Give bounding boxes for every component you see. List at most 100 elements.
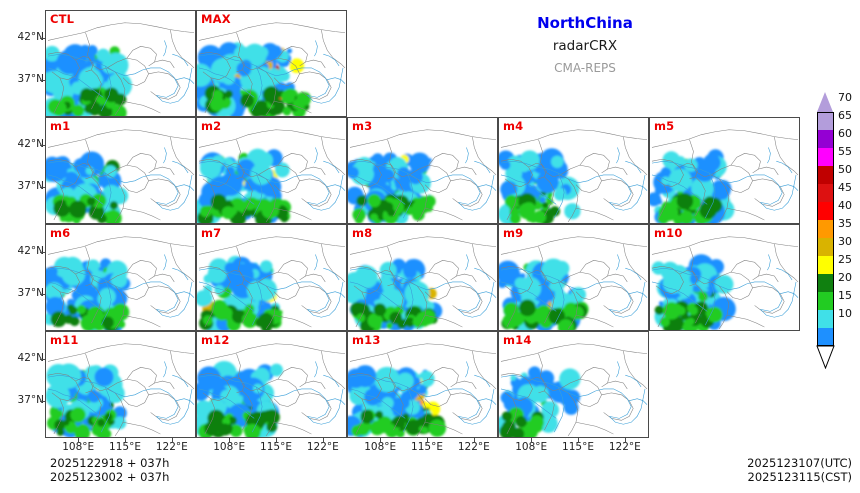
panel-label-m2: m2: [201, 119, 222, 133]
map-panel-m8[interactable]: m8: [347, 224, 498, 331]
colorbar-tick-25: 25: [838, 253, 852, 266]
map-canvas-m9: [499, 236, 648, 330]
y-tick-mark: [40, 359, 45, 360]
map-panel-m5[interactable]: m5: [649, 117, 800, 224]
map-canvas-m13: [348, 343, 497, 437]
colorbar-segment-60: [817, 148, 834, 166]
map-panel-m12[interactable]: m12: [196, 331, 347, 438]
panel-label-m11: m11: [50, 333, 79, 347]
y-tick-label: 42°N: [17, 352, 44, 364]
x-tick-label: 115°E: [260, 441, 292, 453]
map-canvas-m11: [46, 343, 195, 437]
y-tick-label: 42°N: [17, 138, 44, 150]
map-canvas-m6: [46, 236, 195, 330]
y-tick-label: 37°N: [17, 394, 44, 406]
map-panel-m2[interactable]: m2: [196, 117, 347, 224]
x-tick-label: 108°E: [364, 441, 397, 453]
colorbar-segment-25: [817, 274, 834, 292]
colorbar-tick-70: 70: [838, 91, 852, 104]
map-canvas-m4: [499, 129, 648, 223]
panel-label-m8: m8: [352, 226, 373, 240]
x-tick-mark: [624, 438, 626, 443]
panel-label-m9: m9: [503, 226, 524, 240]
colorbar-segment-10: [817, 328, 834, 346]
x-tick-mark: [276, 438, 278, 443]
colorbar-over-arrow: [817, 92, 833, 112]
panel-label-m12: m12: [201, 333, 230, 347]
y-tick-label: 37°N: [17, 180, 44, 192]
panel-label-m13: m13: [352, 333, 381, 347]
colorbar-tick-15: 15: [838, 289, 852, 302]
map-panel-m10[interactable]: m10: [649, 224, 800, 331]
x-tick-label: 122°E: [608, 441, 641, 453]
x-tick-label: 115°E: [411, 441, 443, 453]
header-block: NorthChina radarCRX CMA-REPS: [470, 12, 700, 80]
y-tick-mark: [40, 187, 45, 188]
colorbar-segment-70: [817, 112, 834, 130]
panel-label-m10: m10: [654, 226, 683, 240]
map-panel-m3[interactable]: m3: [347, 117, 498, 224]
map-canvas-m1: [46, 129, 195, 223]
map-panel-m13[interactable]: m13: [347, 331, 498, 438]
x-tick-mark: [322, 438, 324, 443]
map-panel-m7[interactable]: m7: [196, 224, 347, 331]
colorbar-tick-30: 30: [838, 235, 852, 248]
colorbar-segment-40: [817, 220, 834, 238]
panel-label-m6: m6: [50, 226, 71, 240]
colorbar-segment-30: [817, 256, 834, 274]
x-tick-label: 122°E: [306, 441, 339, 453]
colorbar[interactable]: [817, 112, 834, 346]
colorbar-tick-40: 40: [838, 199, 852, 212]
panel-label-m14: m14: [503, 333, 532, 347]
colorbar-segment-65: [817, 130, 834, 148]
map-canvas-ctl: [46, 22, 195, 116]
map-panel-ctl[interactable]: CTL: [45, 10, 196, 117]
model-label: CMA-REPS: [554, 61, 616, 76]
y-tick-label: 42°N: [17, 31, 44, 43]
map-panel-max[interactable]: MAX: [196, 10, 347, 117]
colorbar-segment-20: [817, 292, 834, 310]
colorbar-segment-55: [817, 166, 834, 184]
x-tick-label: 122°E: [457, 441, 490, 453]
colorbar-segment-50: [817, 184, 834, 202]
map-panel-m14[interactable]: m14: [498, 331, 649, 438]
x-tick-mark: [78, 438, 80, 443]
colorbar-tick-20: 20: [838, 271, 852, 284]
map-canvas-m10: [651, 236, 799, 330]
y-tick-mark: [40, 145, 45, 146]
y-tick-mark: [40, 294, 45, 295]
x-tick-mark: [473, 438, 475, 443]
map-panel-m9[interactable]: m9: [498, 224, 649, 331]
colorbar-labels: 70 65 60 55 50 45 40 35 30 25 20 15 10: [838, 92, 852, 326]
y-tick-label: 37°N: [17, 287, 44, 299]
map-panel-m1[interactable]: m1: [45, 117, 196, 224]
colorbar-tick-35: 35: [838, 217, 852, 230]
x-tick-label: 115°E: [562, 441, 594, 453]
panel-label-m1: m1: [50, 119, 71, 133]
colorbar-tick-55: 55: [838, 145, 852, 158]
x-tick-label: 122°E: [155, 441, 188, 453]
footer-init-time-2: 2025123002 + 037h: [50, 470, 170, 484]
map-canvas-m3: [348, 129, 497, 223]
x-tick-label: 108°E: [62, 441, 95, 453]
x-tick-mark: [531, 438, 533, 443]
footer-valid-utc: 2025123107(UTC): [747, 456, 852, 470]
panel-label-ctl: CTL: [50, 12, 75, 26]
y-tick-mark: [40, 38, 45, 39]
map-panel-m4[interactable]: m4: [498, 117, 649, 224]
map-canvas-m7: [197, 236, 346, 330]
panel-label-m4: m4: [503, 119, 524, 133]
x-tick-mark: [578, 438, 580, 443]
panel-label-m3: m3: [352, 119, 373, 133]
map-canvas-max: [197, 22, 346, 116]
colorbar-tick-10: 10: [838, 307, 852, 320]
x-tick-mark: [380, 438, 382, 443]
footer-valid-cst: 2025123115(CST): [747, 470, 853, 484]
map-canvas-m14: [499, 343, 648, 437]
map-canvas-m5: [650, 129, 799, 223]
panel-label-m7: m7: [201, 226, 222, 240]
colorbar-tick-50: 50: [838, 163, 852, 176]
x-tick-label: 108°E: [515, 441, 548, 453]
map-panel-m11[interactable]: m11: [45, 331, 196, 438]
map-panel-m6[interactable]: m6: [45, 224, 196, 331]
